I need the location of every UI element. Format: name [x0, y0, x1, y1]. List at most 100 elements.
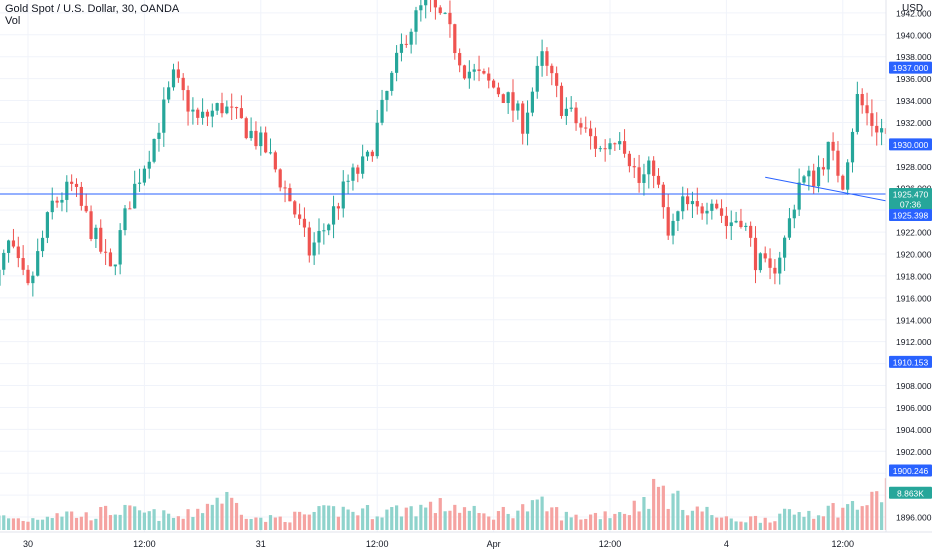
volume-bar	[850, 501, 855, 530]
candle-body	[137, 182, 142, 184]
volume-bar	[2, 515, 6, 530]
candle-body	[419, 5, 423, 11]
candle-body	[356, 167, 360, 174]
candle-body	[812, 170, 816, 187]
candle-body	[632, 166, 636, 168]
volume-bar	[31, 518, 35, 530]
candle-body	[113, 264, 117, 267]
price-axis[interactable]: 1896.0001898.0001900.0001902.0001904.000…	[885, 0, 932, 550]
volume-bar	[215, 497, 219, 530]
candle-body	[312, 242, 316, 256]
candle-body	[215, 103, 219, 111]
volume-bar	[361, 508, 365, 530]
volume-bar	[836, 517, 840, 530]
candle-body	[690, 201, 695, 205]
candle-body	[317, 230, 321, 243]
candle-body	[705, 210, 709, 214]
candle-body	[671, 220, 675, 236]
volume-bar	[443, 511, 447, 530]
volume-bar	[26, 521, 30, 530]
candle-body	[870, 113, 874, 126]
candle-body	[370, 151, 374, 157]
candle-body	[850, 131, 855, 163]
volume-bar	[404, 507, 408, 530]
volume-bar	[307, 514, 311, 530]
candle-body	[613, 143, 617, 145]
volume-bar	[719, 517, 724, 530]
volume-bar	[137, 510, 142, 530]
candle-body	[375, 122, 379, 157]
candle-body	[254, 130, 258, 147]
volume-bar	[622, 513, 627, 530]
price-tag-current-bg	[889, 188, 932, 201]
candle-body	[753, 237, 758, 271]
candle-body	[540, 51, 544, 66]
candle-body	[7, 240, 11, 253]
symbol-title: Gold Spot / U.S. Dollar, 30, OANDA	[5, 3, 180, 15]
candle-body	[710, 203, 714, 211]
candle-body	[385, 90, 389, 100]
volume-bar	[370, 519, 374, 530]
candle-body	[783, 237, 787, 258]
price-tick-label: 1916.000	[896, 293, 932, 303]
volume-bar	[661, 485, 665, 530]
volume-bar	[331, 506, 336, 530]
volume-bar	[99, 507, 103, 530]
volume-bar	[268, 515, 273, 530]
time-axis[interactable]: 3012:003112:00Apr12:00412:00512:00612:00…	[0, 531, 932, 550]
candle-body	[535, 65, 539, 92]
volume-bar	[608, 518, 612, 530]
candle-body	[152, 138, 156, 162]
candle-body	[487, 73, 491, 81]
volume-bar	[74, 517, 79, 530]
volume-bar	[108, 515, 113, 530]
candle-body	[734, 220, 738, 223]
candle-body	[21, 258, 25, 270]
volume-bar	[652, 478, 656, 530]
volume-bar	[201, 513, 205, 530]
volume-bar	[234, 502, 239, 530]
candle-body	[230, 106, 234, 108]
volume-bar	[365, 505, 370, 530]
candle-body	[433, 0, 437, 8]
volume-bar	[293, 511, 297, 530]
candle-body	[50, 200, 54, 213]
candle-body	[564, 108, 568, 116]
volume-bar	[875, 491, 879, 530]
volume-bar	[181, 518, 185, 530]
volume-bar	[555, 507, 559, 530]
candle-body	[555, 73, 559, 86]
volume-bar	[230, 497, 234, 530]
volume-bar	[162, 510, 166, 530]
candle-body	[472, 69, 476, 72]
candle-body	[846, 162, 850, 190]
volume-bar	[128, 505, 132, 530]
candle-body	[792, 209, 796, 219]
candle-body	[661, 184, 665, 208]
candle-body	[142, 168, 146, 183]
candle-body	[220, 103, 224, 114]
volume-bar	[574, 514, 578, 530]
candle-body	[642, 174, 646, 183]
volume-bar	[94, 518, 98, 530]
volume-bar	[744, 522, 748, 530]
candle-body	[530, 91, 534, 113]
candle-body	[74, 183, 79, 187]
candle-body	[744, 225, 748, 228]
volume-bar	[104, 505, 108, 530]
candle-body	[467, 71, 471, 79]
candle-body	[579, 123, 583, 128]
volume-value-tag-bg	[889, 486, 932, 499]
volume-bar	[511, 518, 515, 530]
chart-drawings[interactable]: ResistanceResistancesell here	[0, 67, 932, 531]
volume-bar	[637, 511, 641, 530]
candle-body	[622, 141, 627, 154]
volume-bar	[865, 505, 869, 530]
price-tag-other-bg	[889, 209, 932, 222]
candle-body	[506, 92, 510, 104]
candle-body	[603, 148, 607, 150]
grid	[0, 0, 886, 532]
candle-body	[186, 90, 190, 112]
price-tick-label: 1912.000	[896, 337, 932, 347]
